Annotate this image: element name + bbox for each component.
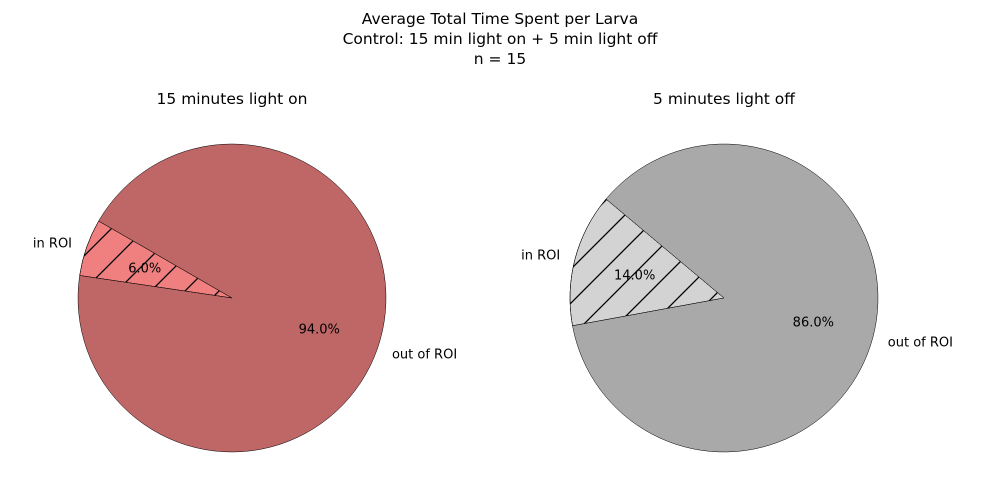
suptitle-line-3: n = 15 [473, 50, 527, 68]
suptitle-line-1: Average Total Time Spent per Larva [361, 10, 639, 28]
pie-title: 15 minutes light on [157, 90, 308, 108]
pie-slice-out-of-roi [572, 143, 879, 453]
pie-category-label: in ROI [33, 236, 72, 251]
suptitle-line-2: Control: 15 min light on + 5 min light o… [342, 30, 658, 48]
pie-title: 5 minutes light off [653, 90, 795, 108]
pie-category-label: out of ROI [888, 335, 953, 350]
pie-value-label: 6.0% [128, 262, 161, 277]
pie-value-label: 86.0% [793, 316, 834, 331]
pie-value-label: 14.0% [614, 268, 655, 283]
pie-category-label: out of ROI [392, 348, 457, 363]
pie-value-label: 94.0% [299, 322, 340, 337]
figure-suptitle: Average Total Time Spent per Larva Contr… [0, 9, 1000, 69]
pie-slice-hatch-in-roi [569, 198, 725, 327]
pie-chart-light-off: 5 minutes light off 14.0% in ROI 86.0% out o… [521, 90, 953, 453]
pie-chart-light-on: 15 minutes light on 6.0% in ROI 94.0% out of… [33, 90, 457, 453]
pie-slice-out-of-roi [77, 143, 387, 453]
pie-category-label: in ROI [521, 249, 560, 264]
